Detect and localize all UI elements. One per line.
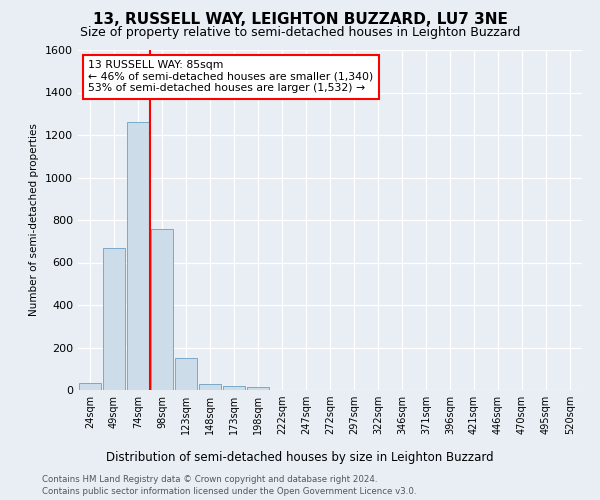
Text: 13, RUSSELL WAY, LEIGHTON BUZZARD, LU7 3NE: 13, RUSSELL WAY, LEIGHTON BUZZARD, LU7 3… [92,12,508,26]
Bar [127,122,149,390]
Text: Size of property relative to semi-detached houses in Leighton Buzzard: Size of property relative to semi-detach… [80,26,520,39]
Text: 13 RUSSELL WAY: 85sqm
← 46% of semi-detached houses are smaller (1,340)
53% of s: 13 RUSSELL WAY: 85sqm ← 46% of semi-deta… [88,60,373,94]
Bar [223,386,245,390]
Text: Contains public sector information licensed under the Open Government Licence v3: Contains public sector information licen… [42,487,416,496]
Text: Contains HM Land Registry data © Crown copyright and database right 2024.: Contains HM Land Registry data © Crown c… [42,474,377,484]
Bar [199,384,221,390]
Y-axis label: Number of semi-detached properties: Number of semi-detached properties [29,124,40,316]
Bar [151,228,173,390]
Bar [175,358,197,390]
Text: Distribution of semi-detached houses by size in Leighton Buzzard: Distribution of semi-detached houses by … [106,451,494,464]
Bar [103,248,125,390]
Bar [79,382,101,390]
Bar [247,387,269,390]
